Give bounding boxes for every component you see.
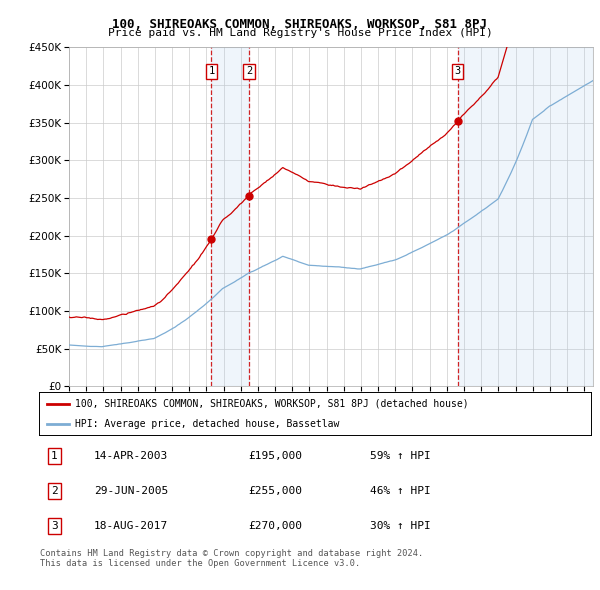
Text: 1: 1	[51, 451, 58, 461]
Text: 18-AUG-2017: 18-AUG-2017	[94, 521, 169, 531]
Text: £255,000: £255,000	[249, 486, 303, 496]
Text: £270,000: £270,000	[249, 521, 303, 531]
Text: 30% ↑ HPI: 30% ↑ HPI	[370, 521, 431, 531]
Text: 59% ↑ HPI: 59% ↑ HPI	[370, 451, 431, 461]
Text: 1: 1	[208, 66, 214, 76]
Text: 3: 3	[455, 66, 461, 76]
Text: Price paid vs. HM Land Registry's House Price Index (HPI): Price paid vs. HM Land Registry's House …	[107, 28, 493, 38]
Text: 14-APR-2003: 14-APR-2003	[94, 451, 169, 461]
Text: 2: 2	[246, 66, 252, 76]
Text: 46% ↑ HPI: 46% ↑ HPI	[370, 486, 431, 496]
Text: HPI: Average price, detached house, Bassetlaw: HPI: Average price, detached house, Bass…	[75, 419, 339, 429]
Text: Contains HM Land Registry data © Crown copyright and database right 2024.: Contains HM Land Registry data © Crown c…	[40, 549, 424, 558]
Text: 3: 3	[51, 521, 58, 531]
Text: 29-JUN-2005: 29-JUN-2005	[94, 486, 169, 496]
Bar	[458, 47, 593, 386]
Text: £195,000: £195,000	[249, 451, 303, 461]
Text: This data is licensed under the Open Government Licence v3.0.: This data is licensed under the Open Gov…	[40, 559, 361, 568]
Bar	[211, 47, 249, 386]
Text: 100, SHIREOAKS COMMON, SHIREOAKS, WORKSOP, S81 8PJ (detached house): 100, SHIREOAKS COMMON, SHIREOAKS, WORKSO…	[75, 399, 469, 409]
Text: 100, SHIREOAKS COMMON, SHIREOAKS, WORKSOP, S81 8PJ: 100, SHIREOAKS COMMON, SHIREOAKS, WORKSO…	[113, 18, 487, 31]
Text: 2: 2	[51, 486, 58, 496]
